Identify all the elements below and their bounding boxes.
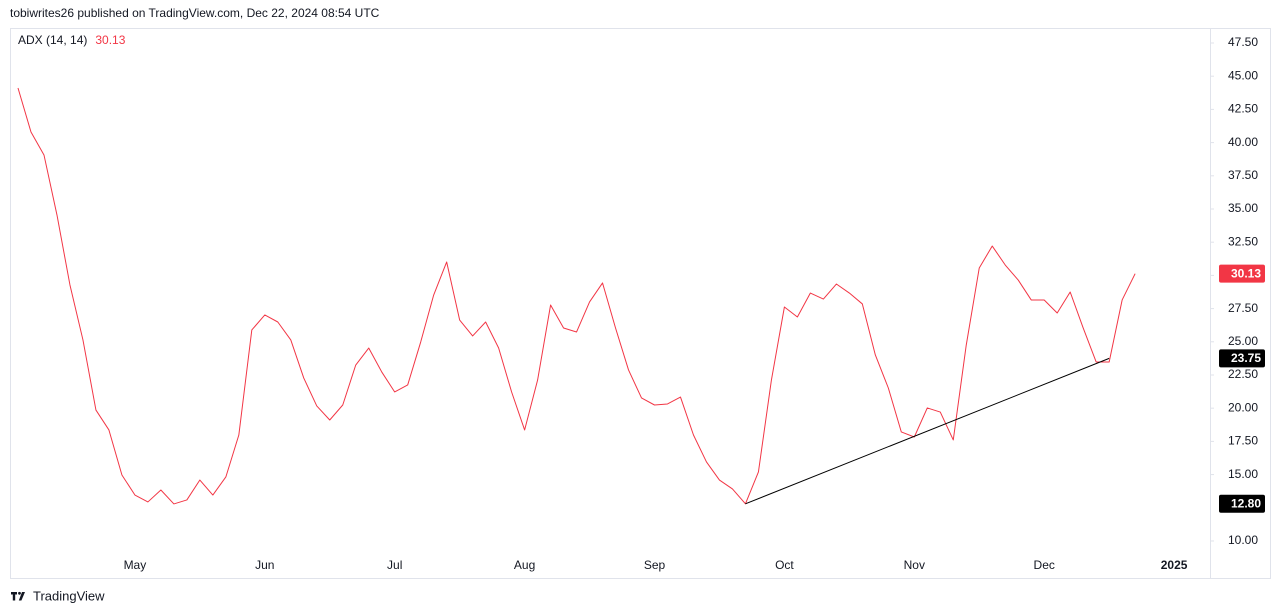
y-tick-label: 32.50 [1228, 234, 1258, 248]
price-badge [1219, 494, 1265, 513]
x-tick-label: Jun [255, 558, 274, 572]
x-tick-label: Dec [1034, 558, 1055, 572]
brand-logo [10, 591, 25, 601]
price-badge [1219, 264, 1265, 283]
price-badge-label: 30.13 [1231, 266, 1261, 280]
data-line [17, 87, 1136, 505]
x-tick-label: Jul [387, 558, 402, 572]
caption: tobiwrites26 published on TradingView.co… [10, 6, 380, 20]
legend-name: ADX (14, 14) [18, 33, 87, 47]
price-badge [1219, 349, 1265, 368]
y-tick-label: 17.50 [1228, 434, 1258, 448]
y-tick-label: 37.50 [1228, 168, 1258, 182]
trend-line [745, 357, 1110, 505]
price-badge-label: 12.80 [1231, 496, 1261, 510]
y-tick-label: 47.50 [1228, 35, 1258, 49]
y-tick-label: 22.50 [1228, 367, 1258, 381]
x-tick-label: Oct [775, 558, 794, 572]
brand: TradingView [33, 588, 105, 603]
y-tick-label: 27.50 [1228, 301, 1258, 315]
price-badge-label: 23.75 [1231, 351, 1261, 365]
x-tick-label: Sep [644, 558, 666, 572]
x-tick-label: Aug [514, 558, 535, 572]
x-tick-label: 2025 [1161, 558, 1188, 572]
y-tick-label: 10.00 [1228, 533, 1258, 547]
y-tick-label: 45.00 [1228, 68, 1258, 82]
y-tick-label: 40.00 [1228, 135, 1258, 149]
x-tick-label: May [124, 558, 147, 572]
chart-frame [10, 28, 1271, 579]
y-tick-label: 25.00 [1228, 334, 1258, 348]
y-tick-label: 35.00 [1228, 201, 1258, 215]
x-tick-label: Nov [904, 558, 925, 572]
y-tick-label: 15.00 [1228, 467, 1258, 481]
legend-value: 30.13 [95, 33, 125, 47]
y-tick-label: 42.50 [1228, 102, 1258, 116]
y-tick-label: 20.00 [1228, 400, 1258, 414]
